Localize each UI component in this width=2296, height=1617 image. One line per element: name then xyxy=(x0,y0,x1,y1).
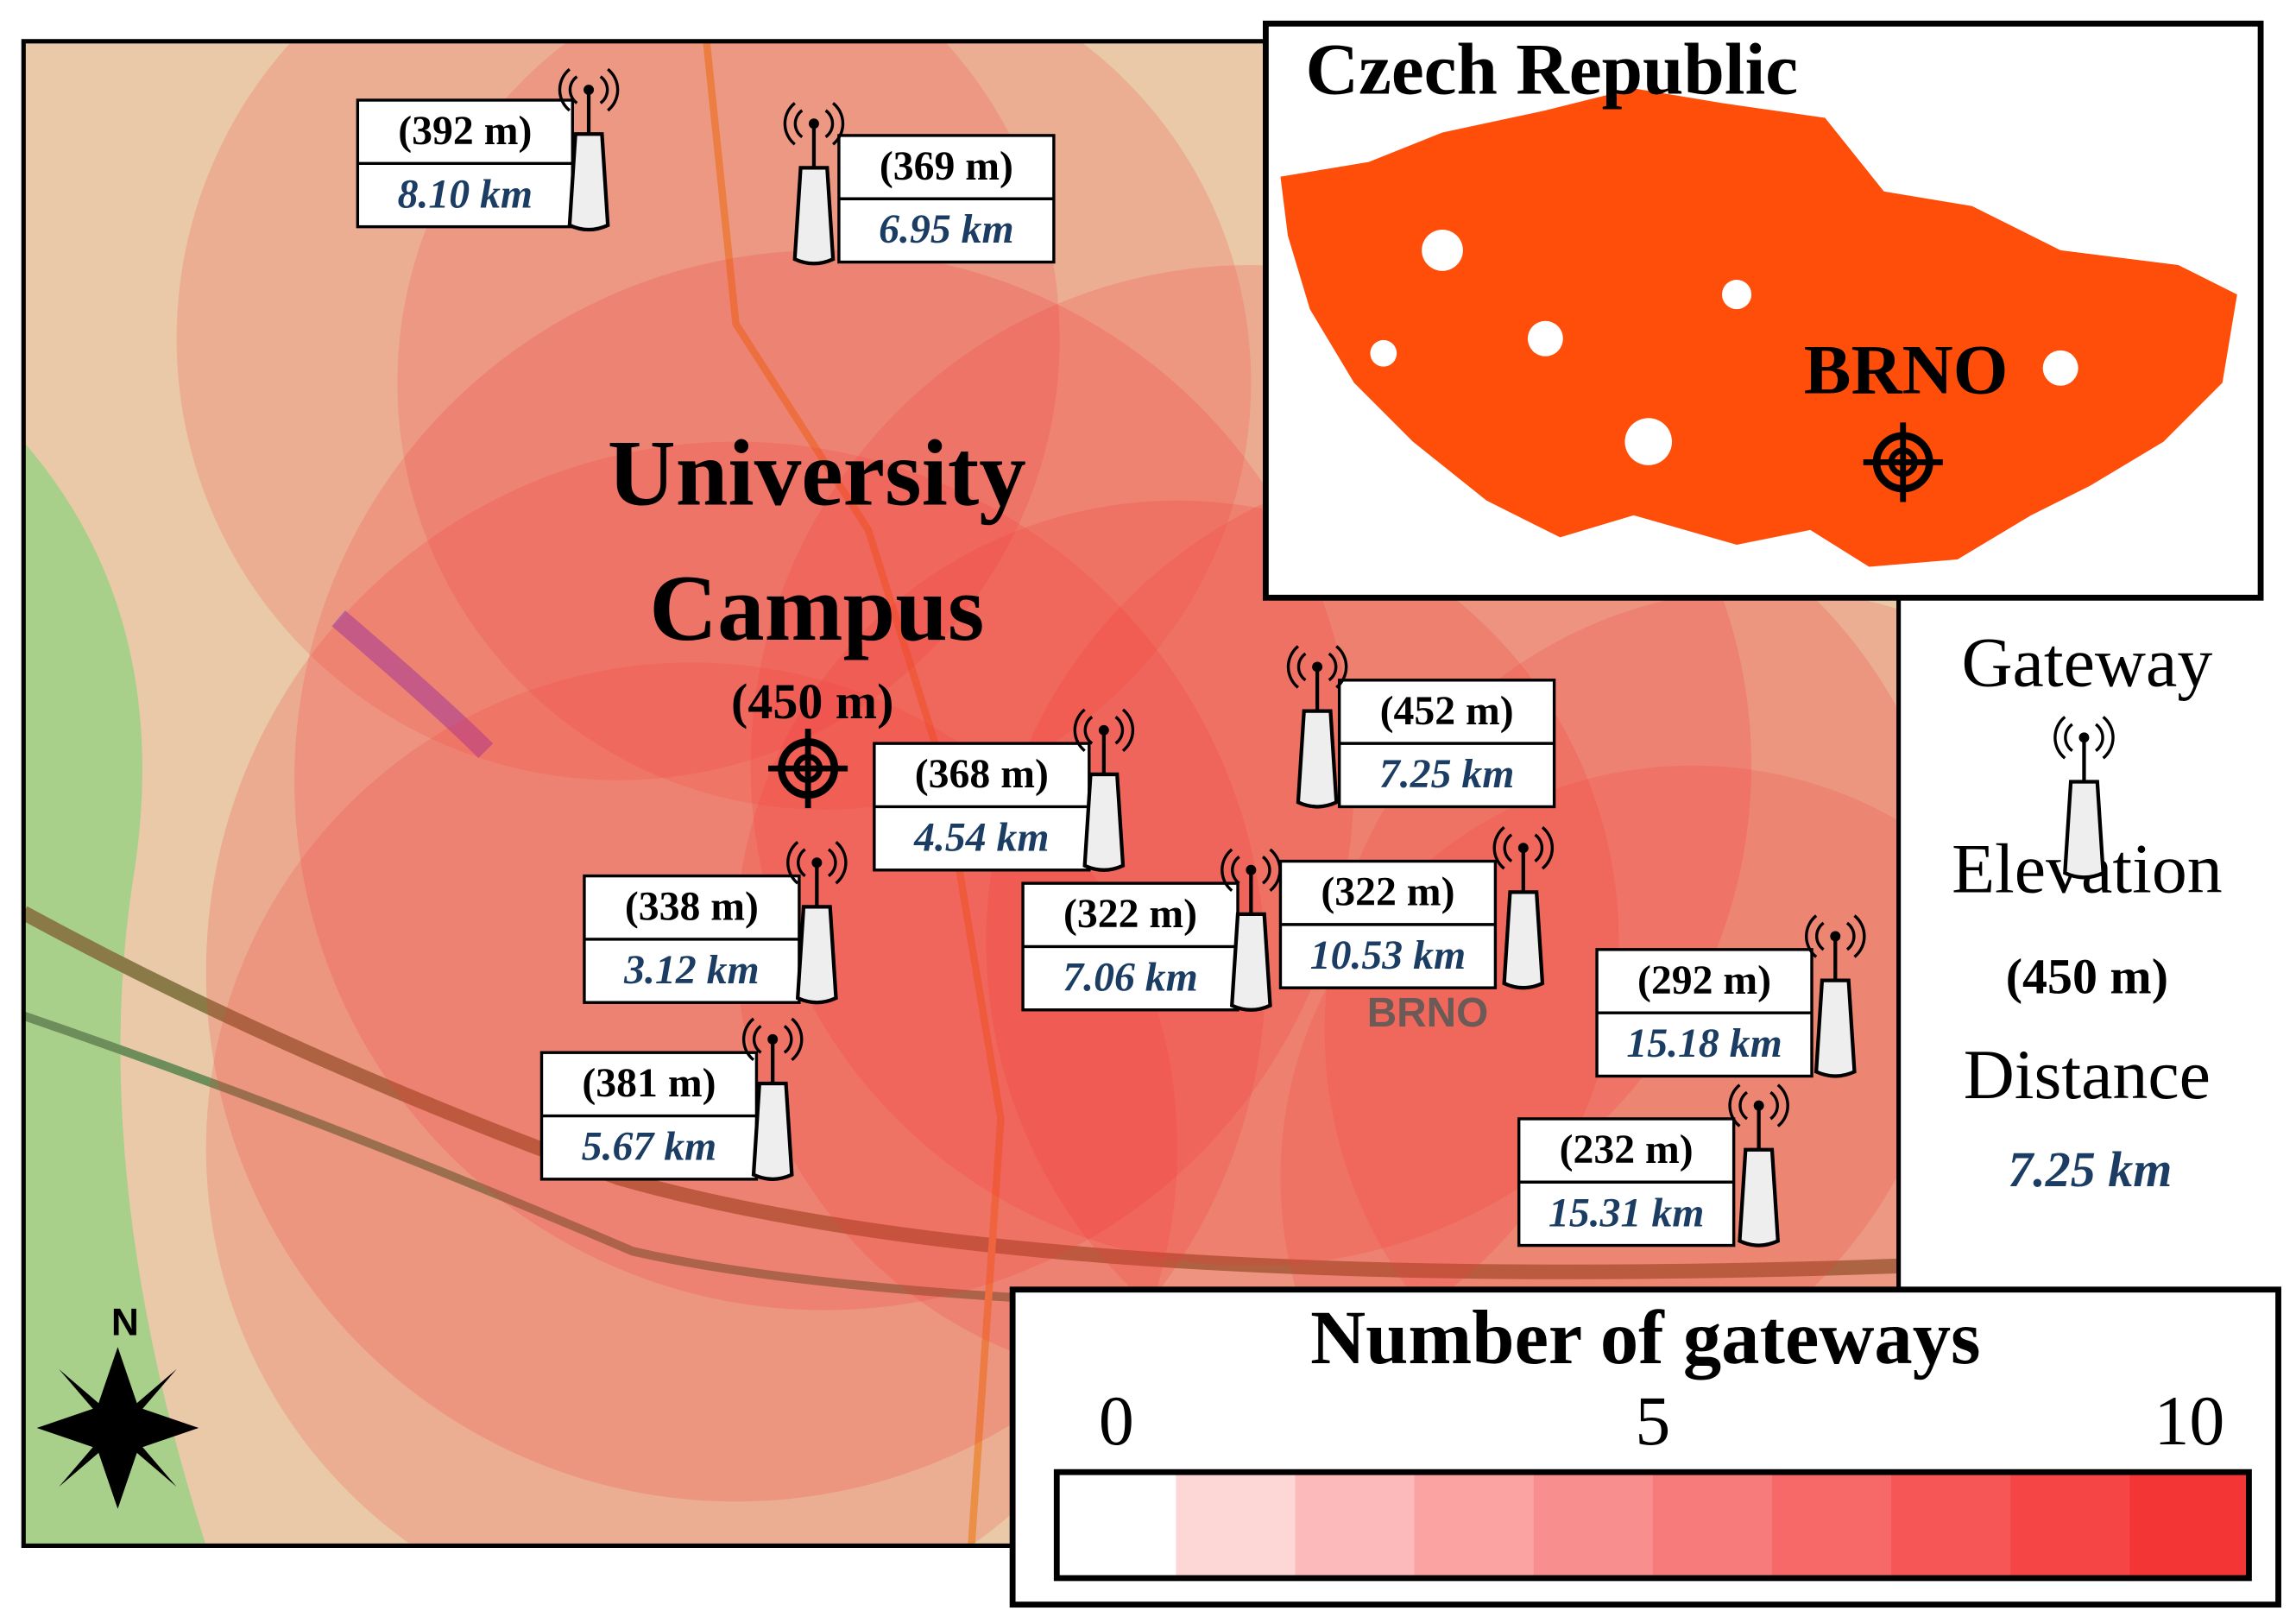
north-arrow: N xyxy=(36,1301,199,1509)
gateway-distance: 10.53 km xyxy=(1310,932,1466,978)
tower-body xyxy=(795,905,838,1005)
signal xyxy=(1286,645,1348,689)
key-elevation: (450 m) xyxy=(2006,949,2168,1005)
gateway: (452 m) 7.25 km xyxy=(1286,645,1556,809)
key-distance: 7.25 km xyxy=(2008,1141,2172,1197)
gateway-icon xyxy=(1728,1083,1789,1247)
gateway-icon xyxy=(741,1017,804,1181)
antenna-tip xyxy=(811,857,823,869)
map-city-label: BRNO xyxy=(1367,990,1489,1036)
gateway: (368 m) 4.54 km xyxy=(873,708,1135,872)
colorbar-step xyxy=(1414,1472,1535,1578)
colorbar-tick-label: 0 xyxy=(1099,1381,1134,1460)
inset-title: Czech Republic xyxy=(1305,28,1798,110)
gateway: (369 m) 6.95 km xyxy=(783,102,1056,266)
gateway: (338 m) 3.12 km xyxy=(583,841,848,1005)
tower-body xyxy=(1296,709,1339,809)
gateway-distance: 4.54 km xyxy=(913,814,1049,860)
colorbar-tick-label: 5 xyxy=(1635,1381,1670,1460)
key: Gateway Elevation (450 m) Distance 7.25 … xyxy=(1952,623,2223,1197)
antenna-tip xyxy=(1246,864,1257,875)
gateway-elevation: (322 m) xyxy=(1063,891,1197,937)
key-distance-title: Distance xyxy=(1964,1035,2211,1114)
colorbar-step xyxy=(2010,1472,2131,1578)
gateway: (292 m) 15.18 km xyxy=(1595,914,1866,1078)
antenna-tip xyxy=(1830,931,1841,942)
antenna-tip xyxy=(808,118,819,129)
antenna-tip xyxy=(767,1033,779,1045)
gateway-elevation: (369 m) xyxy=(880,143,1013,189)
gateway: (232 m) 15.31 km xyxy=(1517,1083,1789,1247)
colorbar-title: Number of gateways xyxy=(1310,1296,1980,1380)
antenna-tip xyxy=(1098,724,1109,736)
colorbar-step xyxy=(1891,1472,2012,1578)
gateway-elevation: (392 m) xyxy=(398,108,532,154)
gateway-distance: 15.31 km xyxy=(1549,1190,1704,1235)
colorbar-step xyxy=(2129,1472,2250,1578)
colorbar-step xyxy=(1176,1472,1296,1578)
gateway-distance: 15.18 km xyxy=(1626,1020,1782,1066)
colorbar-step xyxy=(1295,1472,1416,1578)
gateway-elevation: (338 m) xyxy=(625,884,759,930)
gateway: (322 m) 10.53 km xyxy=(1278,826,1555,990)
key-gateway: Gateway xyxy=(1961,623,2212,702)
colorbar-tick-label: 10 xyxy=(2154,1381,2224,1460)
tower-body xyxy=(1502,890,1545,990)
campus: University Campus (450 m) xyxy=(608,420,1026,809)
colorbar: Number of gateways 0 5 10 xyxy=(1009,1286,2281,1608)
gateway-icon xyxy=(1221,848,1282,1012)
gateway-distance: 7.06 km xyxy=(1063,954,1197,1000)
gateway: (322 m) 7.06 km xyxy=(1021,848,1282,1012)
gateway-elevation: (381 m) xyxy=(582,1060,716,1106)
tower-body xyxy=(792,166,836,266)
target-icon xyxy=(768,729,848,809)
campus-name: University xyxy=(608,420,1026,525)
gateway-elevation: (232 m) xyxy=(1560,1127,1694,1172)
inset: Czech Republic BRNO xyxy=(1263,20,2264,601)
gateway-elevation: (322 m) xyxy=(1321,869,1454,915)
gateway-distance: 7.25 km xyxy=(1379,751,1514,797)
colorbar-step xyxy=(1652,1472,1773,1578)
gateway-elevation: (368 m) xyxy=(915,751,1049,797)
antenna-tip xyxy=(1753,1100,1764,1111)
antenna-tip xyxy=(1517,843,1529,854)
gateway: (392 m) 8.10 km xyxy=(356,67,620,232)
campus-name: Campus xyxy=(649,556,984,660)
tower-body xyxy=(567,132,610,232)
gateway-elevation: (452 m) xyxy=(1380,688,1514,734)
campus-elevation: (450 m) xyxy=(731,673,893,730)
gateway: (381 m) 5.67 km xyxy=(539,1017,804,1181)
gateway-icon xyxy=(783,102,845,266)
gateway-distance: 8.10 km xyxy=(398,171,533,217)
tower-body xyxy=(1082,772,1126,872)
antenna-tip xyxy=(583,85,595,96)
colorbar-step xyxy=(1057,1472,1177,1578)
tower-body xyxy=(1229,912,1272,1012)
gateway-elevation: (292 m) xyxy=(1637,957,1771,1003)
tower-body xyxy=(1738,1147,1781,1247)
gateway-distance: 6.95 km xyxy=(879,206,1013,252)
gateway-icon xyxy=(1286,645,1348,809)
antenna-tip xyxy=(1312,661,1323,673)
colorbar-frame xyxy=(1053,1469,2252,1582)
signal xyxy=(741,1017,804,1062)
gateway-icon xyxy=(1073,708,1135,872)
north-label: N xyxy=(111,1301,139,1343)
tower-body xyxy=(2063,780,2105,880)
tower-body xyxy=(1813,978,1857,1078)
tower-body xyxy=(751,1081,794,1181)
gateway-distance: 3.12 km xyxy=(623,947,759,993)
gateway-icon xyxy=(2053,716,2115,880)
colorbar-step xyxy=(1771,1472,1892,1578)
colorbar-step xyxy=(1533,1472,1654,1578)
map-frame xyxy=(21,39,1902,1548)
inset-city: BRNO xyxy=(1804,330,2008,408)
gateway-distance: 5.67 km xyxy=(582,1124,716,1170)
antenna-tip xyxy=(2078,732,2090,743)
